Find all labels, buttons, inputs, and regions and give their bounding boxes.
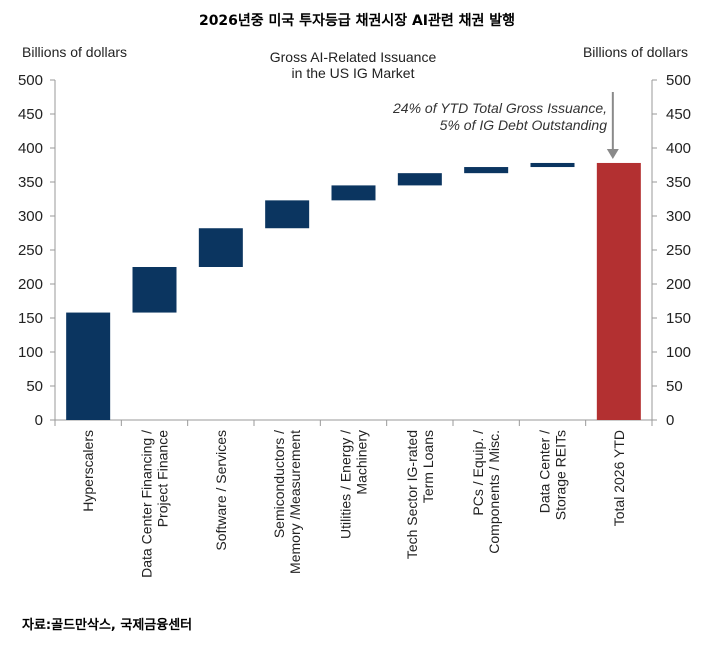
y-tick-label-right: 0: [666, 412, 674, 429]
x-tick-label: Hyperscalers: [80, 430, 96, 512]
x-tick-labels: Hyperscalers Data Center Financing / Proje…: [80, 430, 627, 578]
page-title: 2026년중 미국 투자등급 채권시장 AI관련 채권 발행: [198, 13, 516, 29]
y-tick-label-left: 300: [18, 208, 43, 225]
annotation-line: 5% of IG Debt Outstanding: [440, 117, 608, 133]
waterfall-bar: [464, 167, 509, 174]
x-tick-label: Project Finance: [155, 430, 171, 527]
y-tick-label-right: 200: [666, 276, 691, 293]
x-tick-label: Tech Sector IG-rated: [404, 430, 420, 559]
x-tick-label: Machinery: [354, 430, 370, 495]
x-tick-label: Components / Misc.: [486, 430, 502, 554]
bars: [66, 162, 641, 420]
y-tick-label-left: 450: [18, 106, 43, 123]
x-tick-label: Data Center /: [537, 430, 553, 513]
y-tick-label-left: 200: [18, 276, 43, 293]
x-tick-label: PCs / Equip. /: [470, 430, 486, 516]
y-axis-label-left: Billions of dollars: [22, 44, 127, 60]
y-axis-label-right: Billions of dollars: [583, 44, 688, 60]
waterfall-bar: [397, 173, 442, 186]
waterfall-bar: [331, 185, 376, 201]
waterfall-bar: [66, 312, 111, 420]
y-tick-label-right: 350: [666, 174, 691, 191]
y-tick-label-right: 450: [666, 106, 691, 123]
y-tick-label-left: 100: [18, 344, 43, 361]
y-tick-label-left: 50: [26, 378, 43, 395]
y-tick-label-right: 500: [666, 72, 691, 89]
x-tick-label: Utilities / Energy /: [338, 430, 354, 539]
y-tick-label-left: 250: [18, 242, 43, 259]
x-tick-label: Storage REITs: [553, 430, 569, 520]
chart-title-line: Gross AI-Related Issuance: [270, 49, 437, 65]
y-tick-label-right: 100: [666, 344, 691, 361]
y-tick-label-right: 400: [666, 140, 691, 157]
annotation: 24% of YTD Total Gross Issuance,5% of IG…: [392, 92, 619, 159]
chart-title-line: in the US IG Market: [292, 65, 415, 81]
annotation-arrow-head: [606, 148, 619, 159]
y-tick-label-right: 150: [666, 310, 691, 327]
x-tick-label: Total 2026 YTD: [611, 430, 627, 526]
waterfall-bar: [198, 228, 243, 267]
y-tick-label-left: 500: [18, 72, 43, 89]
x-tick-label: Software / Services: [213, 430, 229, 551]
x-tick-label: Memory /Measurement: [287, 430, 303, 574]
total-bar: [596, 162, 641, 420]
x-tick-label: Data Center Financing /: [139, 430, 155, 578]
y-tick-label-left: 400: [18, 140, 43, 157]
x-tick-label: Term Loans: [420, 430, 436, 503]
y-tick-label-right: 250: [666, 242, 691, 259]
waterfall-bar: [530, 162, 575, 168]
y-tick-label-left: 150: [18, 310, 43, 327]
y-tick-label-left: 350: [18, 174, 43, 191]
y-tick-label-right: 50: [666, 378, 683, 395]
annotation-line: 24% of YTD Total Gross Issuance,: [392, 100, 607, 116]
y-tick-label-right: 300: [666, 208, 691, 225]
waterfall-bar: [265, 200, 310, 229]
source-note: 자료:골드만삭스, 국제금융센터: [22, 618, 193, 633]
y-tick-label-left: 0: [35, 412, 43, 429]
axis-ticks: 0 0 50 50 100 100 150 150 200 200 250 250 300 300 350 3…: [18, 72, 691, 429]
x-tick-label: Semiconductors /: [271, 430, 287, 538]
waterfall-bar: [132, 267, 177, 313]
